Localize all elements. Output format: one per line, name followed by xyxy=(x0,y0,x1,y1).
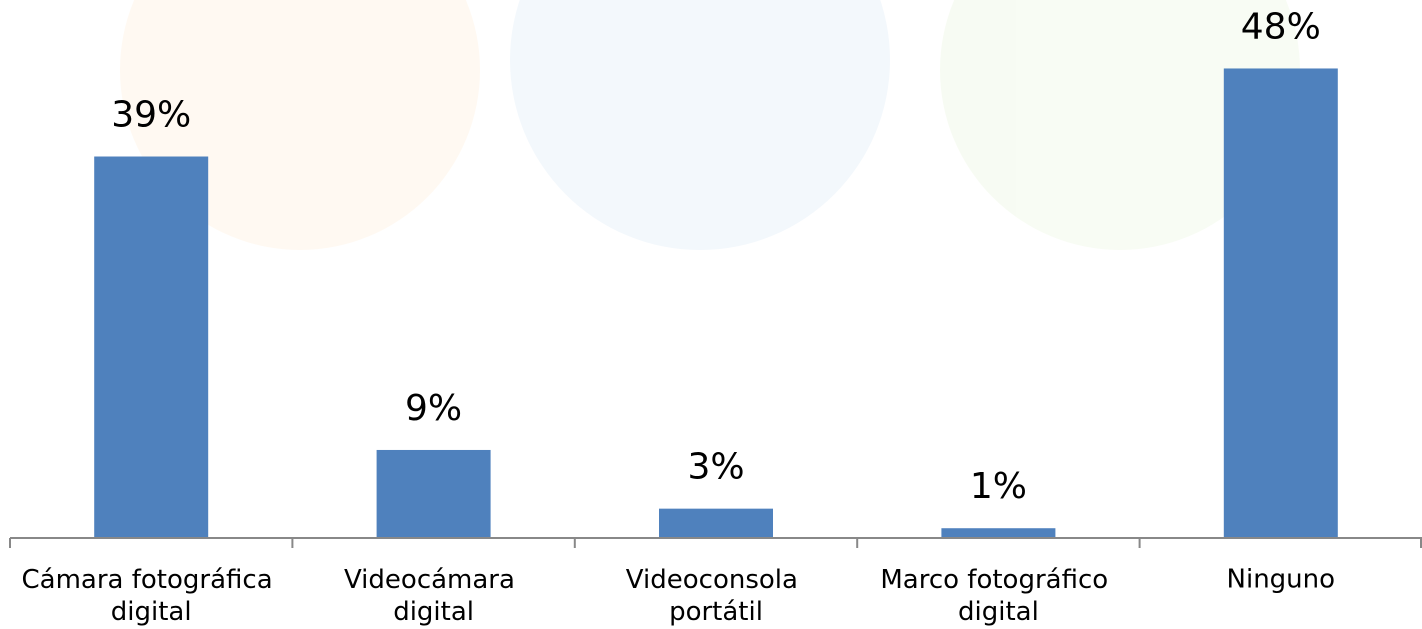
bar xyxy=(1223,68,1338,539)
x-tick-label: Cámara fotográfica digital xyxy=(22,565,281,627)
x-tick-label-line: Videoconsola xyxy=(626,565,806,595)
x-tick-label-line: Videocámara xyxy=(344,565,523,595)
bar xyxy=(941,528,1056,538)
watermark xyxy=(120,0,1300,250)
watermark-circle xyxy=(510,0,890,250)
data-label: 3% xyxy=(687,447,744,488)
x-tick-label-line: Marco fotográfico xyxy=(880,565,1116,595)
x-tick-label: Marco fotográfico digital xyxy=(880,565,1116,627)
x-tick-label-line: digital xyxy=(958,597,1039,627)
x-tick-label-line: Cámara fotográfica xyxy=(22,565,281,595)
data-label: 9% xyxy=(405,388,462,429)
x-tick-label: Videoconsola portátil xyxy=(626,565,806,627)
x-tick-label-line: digital xyxy=(393,597,474,627)
bar xyxy=(659,508,773,538)
bar xyxy=(94,156,209,538)
data-label: 1% xyxy=(970,466,1027,507)
x-tick-label-line: digital xyxy=(111,597,192,627)
x-tick-label: Videocámara digital xyxy=(344,565,523,627)
watermark-circle xyxy=(120,0,480,250)
data-label: 48% xyxy=(1241,6,1321,47)
watermark-circle xyxy=(940,0,1300,250)
x-tick-label-line: portátil xyxy=(669,597,763,627)
x-tick-label: Ninguno xyxy=(1227,565,1336,595)
bar xyxy=(376,449,491,538)
data-label: 39% xyxy=(111,95,191,136)
